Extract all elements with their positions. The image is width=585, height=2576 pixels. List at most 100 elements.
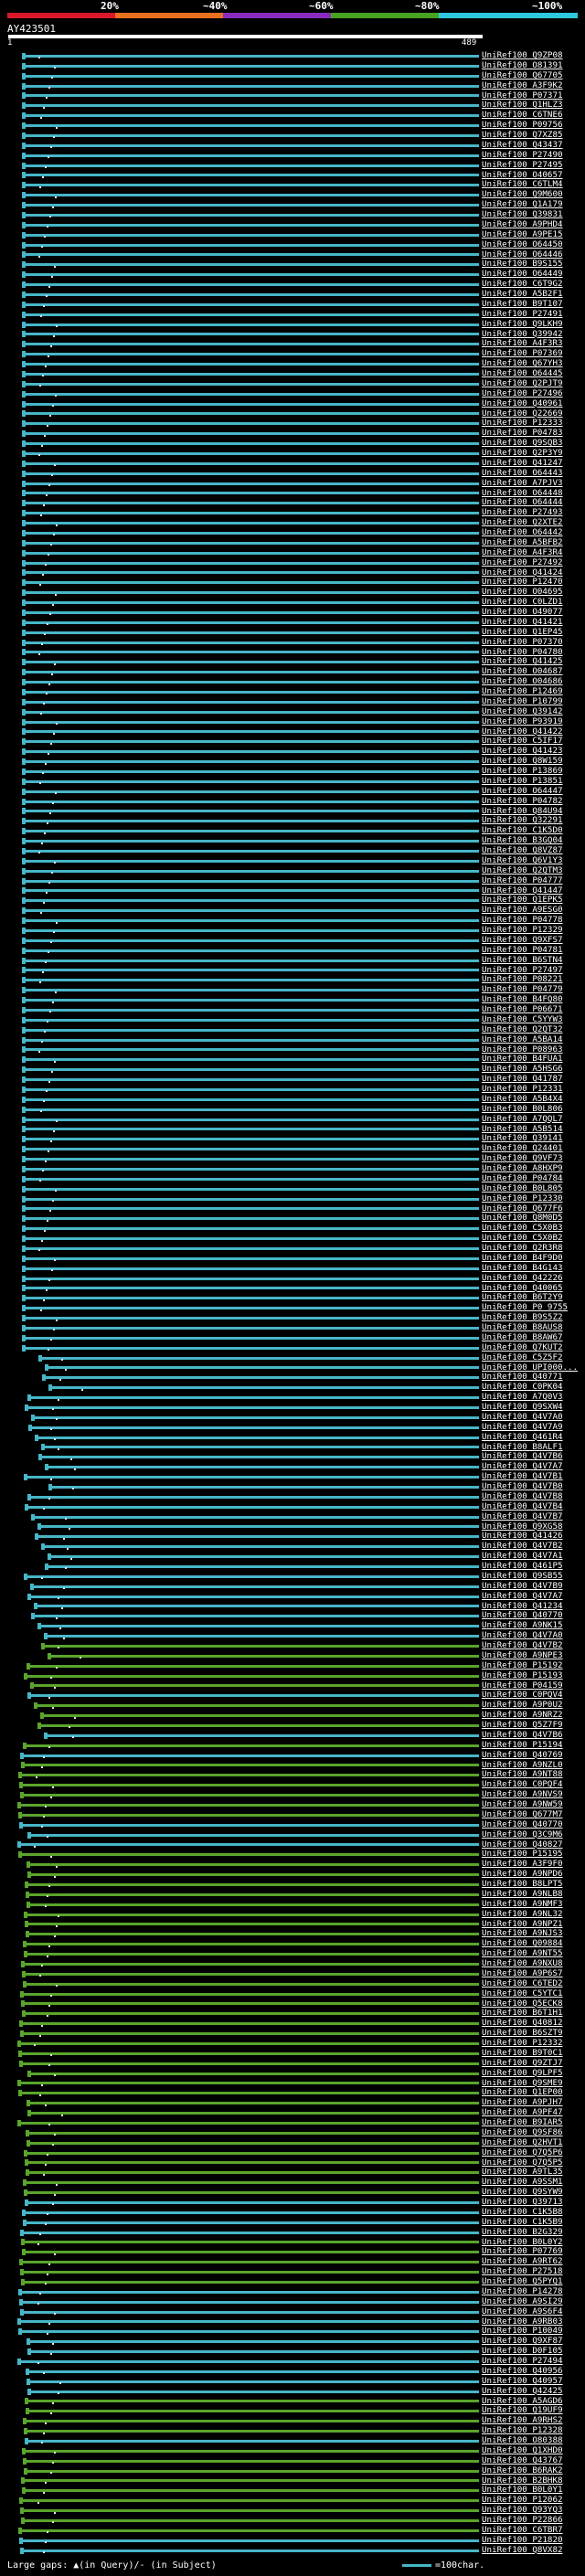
hit-label-link[interactable]: UniRef100_Q8VX82: [482, 2544, 563, 2555]
hit-alignment-bar[interactable]: [25, 1267, 479, 1270]
hit-alignment-bar[interactable]: [23, 2032, 479, 2036]
hit-alignment-bar[interactable]: [29, 2340, 479, 2344]
hit-label-link[interactable]: UniRef100_Q43437: [482, 139, 563, 150]
hit-label-link[interactable]: UniRef100_O64447: [482, 785, 563, 796]
hit-alignment-bar[interactable]: [25, 1008, 479, 1012]
hit-alignment-bar[interactable]: [25, 889, 479, 893]
hit-alignment-bar[interactable]: [25, 830, 479, 833]
hit-alignment-bar[interactable]: [25, 343, 479, 346]
hit-alignment-bar[interactable]: [25, 1307, 479, 1310]
hit-alignment-bar[interactable]: [23, 2509, 479, 2513]
hit-label-link[interactable]: UniRef100_Q39831: [482, 209, 563, 219]
hit-alignment-bar[interactable]: [25, 382, 479, 386]
hit-label-link[interactable]: UniRef100_Q4V7A7: [482, 1461, 563, 1472]
hit-label-link[interactable]: UniRef100_B8ALF1: [482, 1441, 563, 1452]
hit-label-link[interactable]: UniRef100_O04695: [482, 587, 563, 598]
hit-alignment-bar[interactable]: [30, 1495, 479, 1499]
hit-label-link[interactable]: UniRef100_B6SZT9: [482, 2028, 563, 2039]
hit-alignment-bar[interactable]: [25, 174, 479, 177]
hit-alignment-bar[interactable]: [25, 1018, 479, 1022]
hit-alignment-bar[interactable]: [25, 1336, 479, 1340]
hit-alignment-bar[interactable]: [27, 1923, 479, 1926]
hit-label-link[interactable]: UniRef100_Q09884: [482, 1938, 563, 1949]
hit-alignment-bar[interactable]: [25, 1048, 479, 1052]
hit-alignment-bar[interactable]: [41, 1456, 479, 1459]
hit-alignment-bar[interactable]: [25, 531, 479, 535]
hit-label-link[interactable]: UniRef100_Q5PYQ1: [482, 2276, 563, 2286]
hit-alignment-bar[interactable]: [25, 472, 479, 475]
hit-alignment-bar[interactable]: [20, 1843, 479, 1847]
hit-label-link[interactable]: UniRef100_P12062: [482, 2495, 563, 2506]
hit-label-link[interactable]: UniRef100_O49077: [482, 607, 563, 617]
hit-label-link[interactable]: UniRef100_P27492: [482, 557, 563, 567]
hit-label-link[interactable]: UniRef100_Q8W159: [482, 756, 563, 767]
hit-alignment-bar[interactable]: [27, 2400, 479, 2403]
hit-label-link[interactable]: UniRef100_A9RHS2: [482, 2415, 563, 2426]
hit-alignment-bar[interactable]: [25, 1087, 479, 1091]
hit-alignment-bar[interactable]: [43, 1714, 479, 1718]
hit-label-link[interactable]: UniRef100_A7Q0V3: [482, 1392, 563, 1403]
hit-label-link[interactable]: UniRef100_B6RAK2: [482, 2465, 563, 2475]
hit-label-link[interactable]: UniRef100_A8HXP9: [482, 1163, 563, 1173]
hit-label-link[interactable]: UniRef100_Q41447: [482, 885, 563, 896]
hit-label-link[interactable]: UniRef100_P27496: [482, 387, 563, 398]
hit-alignment-bar[interactable]: [25, 1207, 479, 1211]
hit-alignment-bar[interactable]: [25, 243, 479, 247]
hit-label-link[interactable]: UniRef100_P22866: [482, 2515, 563, 2525]
hit-label-link[interactable]: UniRef100_P15192: [482, 1659, 563, 1670]
hit-alignment-bar[interactable]: [23, 2549, 479, 2552]
hit-label-link[interactable]: UniRef100_Q4V7A1: [482, 1551, 563, 1562]
hit-alignment-bar[interactable]: [25, 661, 479, 664]
hit-label-link[interactable]: UniRef100_A9SI29: [482, 2295, 563, 2306]
hit-alignment-bar[interactable]: [27, 1674, 479, 1678]
hit-label-link[interactable]: UniRef100_P27518: [482, 2266, 563, 2277]
hit-label-link[interactable]: UniRef100_Q2XTE2: [482, 517, 563, 528]
hit-label-link[interactable]: UniRef100_P09756: [482, 120, 563, 131]
hit-alignment-bar[interactable]: [30, 2112, 479, 2115]
hit-alignment-bar[interactable]: [29, 2380, 479, 2383]
hit-label-link[interactable]: UniRef100_Q9SB55: [482, 1570, 563, 1581]
hit-alignment-bar[interactable]: [25, 909, 479, 913]
hit-alignment-bar[interactable]: [25, 561, 479, 565]
hit-label-link[interactable]: UniRef100_Q40770: [482, 1610, 563, 1621]
hit-label-link[interactable]: UniRef100_P12333: [482, 418, 563, 429]
hit-label-link[interactable]: UniRef100_O64448: [482, 487, 563, 498]
hit-label-link[interactable]: UniRef100_Q1HLZ3: [482, 100, 563, 111]
hit-label-link[interactable]: UniRef100_C5YYW3: [482, 1013, 563, 1024]
hit-label-link[interactable]: UniRef100_A9S6F4: [482, 2306, 563, 2316]
hit-label-link[interactable]: UniRef100_P93919: [482, 716, 563, 726]
hit-alignment-bar[interactable]: [25, 512, 479, 515]
hit-alignment-bar[interactable]: [33, 1585, 479, 1588]
hit-alignment-bar[interactable]: [25, 1246, 479, 1250]
hit-label-link[interactable]: UniRef100_B0L805: [482, 1182, 563, 1193]
hit-alignment-bar[interactable]: [25, 392, 479, 396]
hit-label-link[interactable]: UniRef100_O64445: [482, 368, 563, 378]
hit-label-link[interactable]: UniRef100_B9T107: [482, 298, 563, 309]
hit-label-link[interactable]: UniRef100_Q41422: [482, 726, 563, 737]
hit-label-link[interactable]: UniRef100_B9S155: [482, 259, 563, 270]
hit-label-link[interactable]: UniRef100_P27491: [482, 308, 563, 319]
hit-label-link[interactable]: UniRef100_C1K5B9: [482, 2216, 563, 2227]
hit-alignment-bar[interactable]: [26, 2420, 479, 2423]
hit-alignment-bar[interactable]: [29, 2102, 479, 2105]
hit-alignment-bar[interactable]: [22, 2300, 479, 2304]
hit-label-link[interactable]: UniRef100_B9IAR5: [482, 2117, 563, 2127]
hit-alignment-bar[interactable]: [27, 2469, 479, 2473]
hit-alignment-bar[interactable]: [34, 1415, 479, 1419]
hit-label-link[interactable]: UniRef100_Q93YQ3: [482, 2505, 563, 2516]
hit-alignment-bar[interactable]: [20, 2082, 479, 2085]
hit-alignment-bar[interactable]: [25, 461, 479, 465]
hit-alignment-bar[interactable]: [37, 1605, 479, 1608]
hit-alignment-bar[interactable]: [25, 610, 479, 614]
hit-alignment-bar[interactable]: [23, 1794, 479, 1797]
hit-label-link[interactable]: UniRef100_A9RT62: [482, 2256, 563, 2267]
hit-alignment-bar[interactable]: [25, 949, 479, 952]
hit-alignment-bar[interactable]: [22, 1823, 479, 1827]
hit-alignment-bar[interactable]: [27, 1574, 479, 1578]
hit-alignment-bar[interactable]: [30, 1595, 479, 1598]
hit-alignment-bar[interactable]: [51, 1386, 479, 1390]
hit-alignment-bar[interactable]: [25, 720, 479, 724]
hit-label-link[interactable]: UniRef100_Q4V7B8: [482, 1490, 563, 1501]
hit-label-link[interactable]: UniRef100_A7PJV3: [482, 477, 563, 488]
hit-label-link[interactable]: UniRef100_P27493: [482, 507, 563, 518]
